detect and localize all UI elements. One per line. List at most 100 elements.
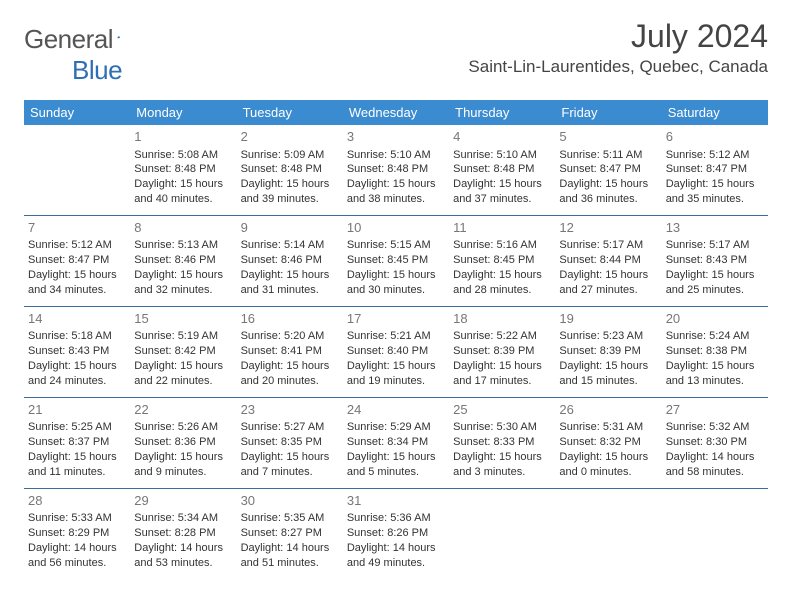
day-daylight2: and 11 minutes.	[28, 465, 126, 480]
day-sunset: Sunset: 8:48 PM	[453, 162, 551, 177]
day-sunset: Sunset: 8:33 PM	[453, 435, 551, 450]
day-number: 6	[666, 128, 764, 146]
month-title: July 2024	[468, 18, 768, 55]
calendar-row: 28Sunrise: 5:33 AMSunset: 8:29 PMDayligh…	[24, 488, 768, 578]
location-label: Saint-Lin-Laurentides, Quebec, Canada	[468, 57, 768, 77]
day-daylight2: and 35 minutes.	[666, 192, 764, 207]
day-sunset: Sunset: 8:37 PM	[28, 435, 126, 450]
calendar-cell: 26Sunrise: 5:31 AMSunset: 8:32 PMDayligh…	[555, 397, 661, 488]
day-sunrise: Sunrise: 5:34 AM	[134, 511, 232, 526]
day-daylight1: Daylight: 15 hours	[666, 359, 764, 374]
calendar-cell: 21Sunrise: 5:25 AMSunset: 8:37 PMDayligh…	[24, 397, 130, 488]
calendar-row: 21Sunrise: 5:25 AMSunset: 8:37 PMDayligh…	[24, 397, 768, 488]
day-number: 7	[28, 219, 126, 237]
calendar-cell: 25Sunrise: 5:30 AMSunset: 8:33 PMDayligh…	[449, 397, 555, 488]
calendar-row: 7Sunrise: 5:12 AMSunset: 8:47 PMDaylight…	[24, 215, 768, 306]
day-number: 30	[241, 492, 339, 510]
day-daylight1: Daylight: 15 hours	[559, 177, 657, 192]
day-sunrise: Sunrise: 5:09 AM	[241, 148, 339, 163]
day-sunset: Sunset: 8:46 PM	[134, 253, 232, 268]
day-number: 15	[134, 310, 232, 328]
day-sunset: Sunset: 8:47 PM	[28, 253, 126, 268]
day-sunrise: Sunrise: 5:33 AM	[28, 511, 126, 526]
day-sunrise: Sunrise: 5:23 AM	[559, 329, 657, 344]
weekday-header: Monday	[130, 100, 236, 125]
day-number: 28	[28, 492, 126, 510]
day-sunset: Sunset: 8:39 PM	[559, 344, 657, 359]
day-number: 8	[134, 219, 232, 237]
day-sunset: Sunset: 8:38 PM	[666, 344, 764, 359]
day-sunset: Sunset: 8:45 PM	[453, 253, 551, 268]
calendar-page: General July 2024 Saint-Lin-Laurentides,…	[0, 0, 792, 597]
day-sunrise: Sunrise: 5:29 AM	[347, 420, 445, 435]
day-number: 31	[347, 492, 445, 510]
calendar-cell	[24, 125, 130, 215]
day-sunrise: Sunrise: 5:19 AM	[134, 329, 232, 344]
day-daylight1: Daylight: 15 hours	[559, 450, 657, 465]
day-sunrise: Sunrise: 5:35 AM	[241, 511, 339, 526]
day-sunrise: Sunrise: 5:12 AM	[666, 148, 764, 163]
day-daylight1: Daylight: 15 hours	[241, 450, 339, 465]
day-number: 20	[666, 310, 764, 328]
day-sunset: Sunset: 8:36 PM	[134, 435, 232, 450]
day-daylight2: and 58 minutes.	[666, 465, 764, 480]
day-sunset: Sunset: 8:48 PM	[134, 162, 232, 177]
day-daylight1: Daylight: 15 hours	[559, 268, 657, 283]
day-sunset: Sunset: 8:28 PM	[134, 526, 232, 541]
calendar-cell: 19Sunrise: 5:23 AMSunset: 8:39 PMDayligh…	[555, 306, 661, 397]
day-daylight1: Daylight: 15 hours	[134, 450, 232, 465]
weekday-header-row: SundayMondayTuesdayWednesdayThursdayFrid…	[24, 100, 768, 125]
day-number: 4	[453, 128, 551, 146]
day-sunset: Sunset: 8:30 PM	[666, 435, 764, 450]
day-number: 23	[241, 401, 339, 419]
day-daylight1: Daylight: 14 hours	[134, 541, 232, 556]
day-number: 21	[28, 401, 126, 419]
day-daylight2: and 32 minutes.	[134, 283, 232, 298]
day-number: 18	[453, 310, 551, 328]
day-sunset: Sunset: 8:35 PM	[241, 435, 339, 450]
day-daylight1: Daylight: 15 hours	[28, 450, 126, 465]
day-daylight1: Daylight: 15 hours	[347, 450, 445, 465]
day-daylight1: Daylight: 15 hours	[559, 359, 657, 374]
day-sunrise: Sunrise: 5:25 AM	[28, 420, 126, 435]
weekday-header: Saturday	[662, 100, 768, 125]
day-sunset: Sunset: 8:47 PM	[559, 162, 657, 177]
day-daylight1: Daylight: 14 hours	[666, 450, 764, 465]
day-daylight1: Daylight: 15 hours	[347, 177, 445, 192]
day-sunset: Sunset: 8:26 PM	[347, 526, 445, 541]
day-daylight1: Daylight: 15 hours	[241, 177, 339, 192]
calendar-cell: 23Sunrise: 5:27 AMSunset: 8:35 PMDayligh…	[237, 397, 343, 488]
day-daylight1: Daylight: 14 hours	[241, 541, 339, 556]
day-sunset: Sunset: 8:34 PM	[347, 435, 445, 450]
weekday-header: Sunday	[24, 100, 130, 125]
day-daylight2: and 15 minutes.	[559, 374, 657, 389]
calendar-cell: 11Sunrise: 5:16 AMSunset: 8:45 PMDayligh…	[449, 215, 555, 306]
day-sunrise: Sunrise: 5:36 AM	[347, 511, 445, 526]
day-number: 16	[241, 310, 339, 328]
day-daylight1: Daylight: 15 hours	[28, 359, 126, 374]
day-sunset: Sunset: 8:48 PM	[347, 162, 445, 177]
day-sunset: Sunset: 8:40 PM	[347, 344, 445, 359]
day-daylight2: and 34 minutes.	[28, 283, 126, 298]
day-daylight1: Daylight: 15 hours	[347, 359, 445, 374]
day-sunset: Sunset: 8:32 PM	[559, 435, 657, 450]
day-daylight1: Daylight: 15 hours	[134, 268, 232, 283]
day-sunrise: Sunrise: 5:30 AM	[453, 420, 551, 435]
calendar-cell: 10Sunrise: 5:15 AMSunset: 8:45 PMDayligh…	[343, 215, 449, 306]
day-sunset: Sunset: 8:42 PM	[134, 344, 232, 359]
day-sunrise: Sunrise: 5:18 AM	[28, 329, 126, 344]
day-number: 27	[666, 401, 764, 419]
calendar-cell: 5Sunrise: 5:11 AMSunset: 8:47 PMDaylight…	[555, 125, 661, 215]
day-daylight1: Daylight: 14 hours	[347, 541, 445, 556]
calendar-table: SundayMondayTuesdayWednesdayThursdayFrid…	[24, 100, 768, 579]
day-daylight2: and 28 minutes.	[453, 283, 551, 298]
calendar-cell: 29Sunrise: 5:34 AMSunset: 8:28 PMDayligh…	[130, 488, 236, 578]
day-sunrise: Sunrise: 5:31 AM	[559, 420, 657, 435]
day-daylight2: and 51 minutes.	[241, 556, 339, 571]
day-daylight2: and 25 minutes.	[666, 283, 764, 298]
day-daylight2: and 22 minutes.	[134, 374, 232, 389]
day-daylight2: and 40 minutes.	[134, 192, 232, 207]
calendar-cell: 27Sunrise: 5:32 AMSunset: 8:30 PMDayligh…	[662, 397, 768, 488]
calendar-cell: 12Sunrise: 5:17 AMSunset: 8:44 PMDayligh…	[555, 215, 661, 306]
calendar-cell: 14Sunrise: 5:18 AMSunset: 8:43 PMDayligh…	[24, 306, 130, 397]
